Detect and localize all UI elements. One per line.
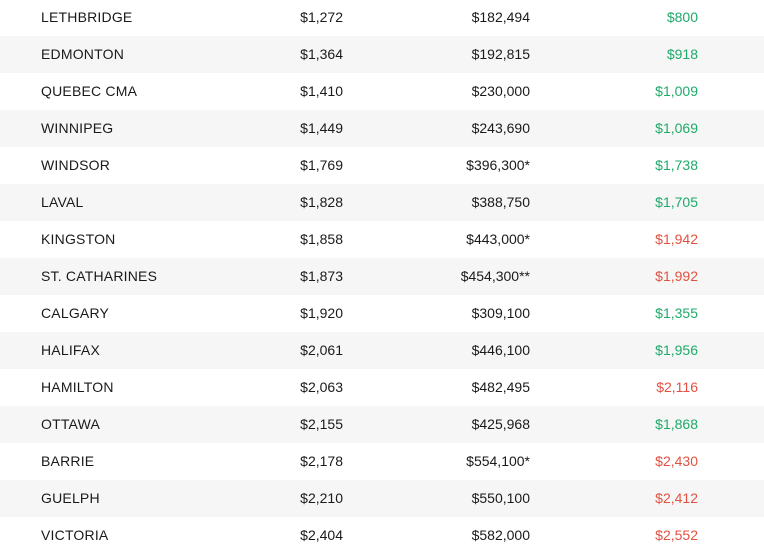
rent-cell: $2,404 [300,527,343,543]
table-row: LAVAL $1,828 $388,750 $1,705 [0,184,764,221]
rent-cell: $2,210 [300,490,343,506]
mortgage-cell: $2,116 [656,379,698,395]
city-cell: KINGSTON [41,231,116,247]
table-row: EDMONTON $1,364 $192,815 $918 [0,36,764,73]
home-price-cell: $388,750 [471,194,530,210]
city-cell: HALIFAX [41,342,100,358]
table-row: HALIFAX $2,061 $446,100 $1,956 [0,332,764,369]
home-price-cell: $446,100 [471,342,530,358]
table-row: BARRIE $2,178 $554,100* $2,430 [0,443,764,480]
home-price-cell: $425,968 [471,416,530,432]
table-row: WINDSOR $1,769 $396,300* $1,738 [0,147,764,184]
city-cell: WINDSOR [41,157,111,173]
city-cell: LETHBRIDGE [41,9,133,25]
table-row: GUELPH $2,210 $550,100 $2,412 [0,480,764,517]
rent-cell: $1,272 [300,9,343,25]
table-row: WINNIPEG $1,449 $243,690 $1,069 [0,110,764,147]
mortgage-cell: $1,868 [655,416,698,432]
mortgage-cell: $918 [666,46,698,62]
rent-cell: $2,061 [300,342,343,358]
city-cell: WINNIPEG [41,120,114,136]
rent-cell: $1,449 [300,120,343,136]
table-row: CALGARY $1,920 $309,100 $1,355 [0,295,764,332]
home-price-cell: $243,690 [471,120,530,136]
home-price-cell: $396,300* [466,157,530,173]
rent-cell: $1,920 [300,305,343,321]
home-price-cell: $309,100 [471,305,530,321]
rent-cell: $1,828 [300,194,343,210]
city-cell: EDMONTON [41,46,125,62]
city-cell: VICTORIA [41,527,109,543]
mortgage-cell: $2,412 [655,490,698,506]
table-row: VICTORIA $2,404 $582,000 $2,552 [0,517,764,554]
home-price-cell: $454,300** [460,268,530,284]
mortgage-cell: $1,738 [655,157,698,173]
home-price-cell: $554,100* [466,453,530,469]
table-row: HAMILTON $2,063 $482,495 $2,116 [0,369,764,406]
mortgage-cell: $1,069 [655,120,698,136]
home-price-cell: $443,000* [466,231,530,247]
city-cell: BARRIE [41,453,95,469]
rent-cell: $1,769 [300,157,343,173]
mortgage-cell: $1,705 [655,194,698,210]
city-cell: QUEBEC CMA [41,83,138,99]
mortgage-cell: $1,009 [655,83,698,99]
city-cell: LAVAL [41,194,84,210]
rent-cell: $1,410 [300,83,343,99]
home-price-cell: $482,495 [471,379,530,395]
city-cell: HAMILTON [41,379,114,395]
mortgage-cell: $1,992 [655,268,698,284]
home-price-cell: $230,000 [471,83,530,99]
table-row: LETHBRIDGE $1,272 $182,494 $800 [0,0,764,36]
city-cell: GUELPH [41,490,100,506]
mortgage-cell: $1,942 [655,231,698,247]
table-row: QUEBEC CMA $1,410 $230,000 $1,009 [0,73,764,110]
rent-cell: $1,858 [300,231,343,247]
mortgage-cell: $1,355 [655,305,698,321]
home-price-cell: $550,100 [471,490,530,506]
table-row: OTTAWA $2,155 $425,968 $1,868 [0,406,764,443]
home-price-cell: $182,494 [471,9,530,25]
city-cell: OTTAWA [41,416,101,432]
city-cell: ST. CATHARINES [41,268,158,284]
table-row: ST. CATHARINES $1,873 $454,300** $1,992 [0,258,764,295]
mortgage-cell: $1,956 [655,342,698,358]
home-price-cell: $582,000 [471,527,530,543]
rent-cell: $2,155 [300,416,343,432]
table-row: KINGSTON $1,858 $443,000* $1,942 [0,221,764,258]
rent-cell: $2,063 [300,379,343,395]
mortgage-cell: $800 [666,9,698,25]
rent-cell: $1,364 [300,46,343,62]
rent-cell: $1,873 [300,268,343,284]
mortgage-cell: $2,430 [655,453,698,469]
home-price-cell: $192,815 [471,46,530,62]
mortgage-cell: $2,552 [655,527,698,543]
city-cell: CALGARY [41,305,110,321]
rent-cell: $2,178 [300,453,343,469]
